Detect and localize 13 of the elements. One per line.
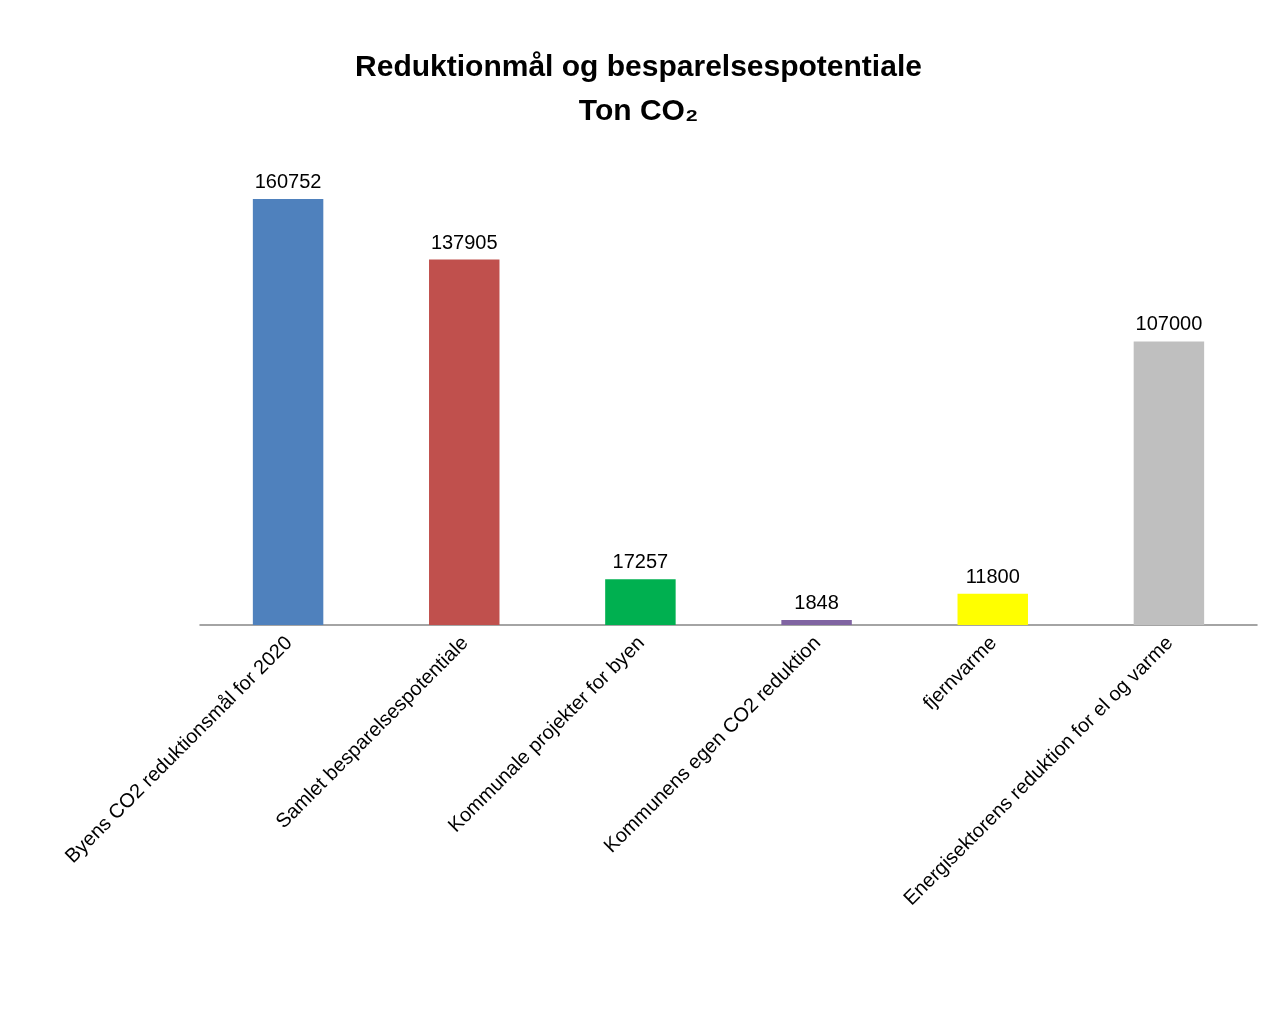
bar [957, 593, 1028, 625]
bar [1133, 341, 1205, 625]
data-label: 107000 [1135, 312, 1203, 335]
data-label: 17257 [612, 550, 669, 573]
bar [605, 579, 676, 625]
bar [429, 259, 500, 625]
bar [781, 620, 852, 625]
data-label: 1848 [794, 591, 839, 614]
data-label: 160752 [254, 170, 322, 193]
bar [252, 199, 324, 625]
data-label: 137905 [430, 230, 498, 253]
data-label: 11800 [965, 564, 1020, 587]
chart-title: Reduktionmål og besparelsespotentiale Ton CO₂ [355, 48, 922, 126]
